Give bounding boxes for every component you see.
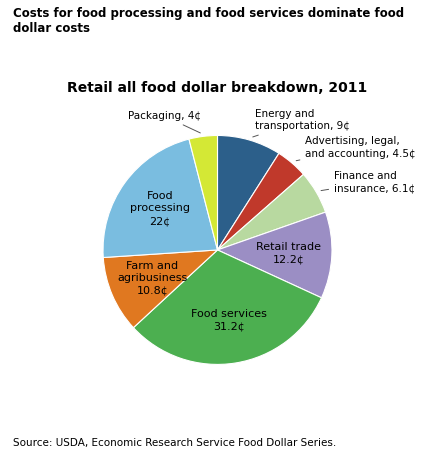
Text: Food services
31.2¢: Food services 31.2¢	[190, 309, 266, 331]
Wedge shape	[217, 153, 303, 250]
Wedge shape	[217, 135, 278, 250]
Text: Costs for food processing and food services dominate food dollar costs: Costs for food processing and food servi…	[13, 7, 403, 35]
Wedge shape	[133, 250, 321, 364]
Wedge shape	[188, 135, 217, 250]
Wedge shape	[217, 212, 331, 298]
Text: Source: USDA, Economic Research Service Food Dollar Series.: Source: USDA, Economic Research Service …	[13, 438, 335, 448]
Text: Retail trade
12.2¢: Retail trade 12.2¢	[255, 242, 320, 265]
Text: Farm and
agribusiness
10.8¢: Farm and agribusiness 10.8¢	[117, 261, 187, 295]
Wedge shape	[103, 250, 217, 328]
Text: Finance and
insurance, 6.1¢: Finance and insurance, 6.1¢	[320, 171, 414, 193]
Wedge shape	[217, 175, 325, 250]
Text: Energy and
transportation, 9¢: Energy and transportation, 9¢	[252, 109, 349, 137]
Text: Packaging, 4¢: Packaging, 4¢	[127, 111, 200, 133]
Wedge shape	[103, 139, 217, 257]
Text: Food
processing
22¢: Food processing 22¢	[130, 191, 190, 226]
Text: Retail all food dollar breakdown, 2011: Retail all food dollar breakdown, 2011	[67, 81, 367, 94]
Text: Advertising, legal,
and accounting, 4.5¢: Advertising, legal, and accounting, 4.5¢	[296, 136, 415, 161]
